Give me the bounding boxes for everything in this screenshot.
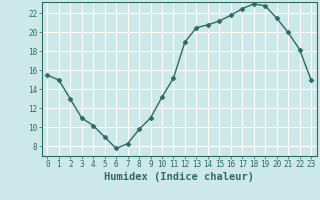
X-axis label: Humidex (Indice chaleur): Humidex (Indice chaleur)	[104, 172, 254, 182]
